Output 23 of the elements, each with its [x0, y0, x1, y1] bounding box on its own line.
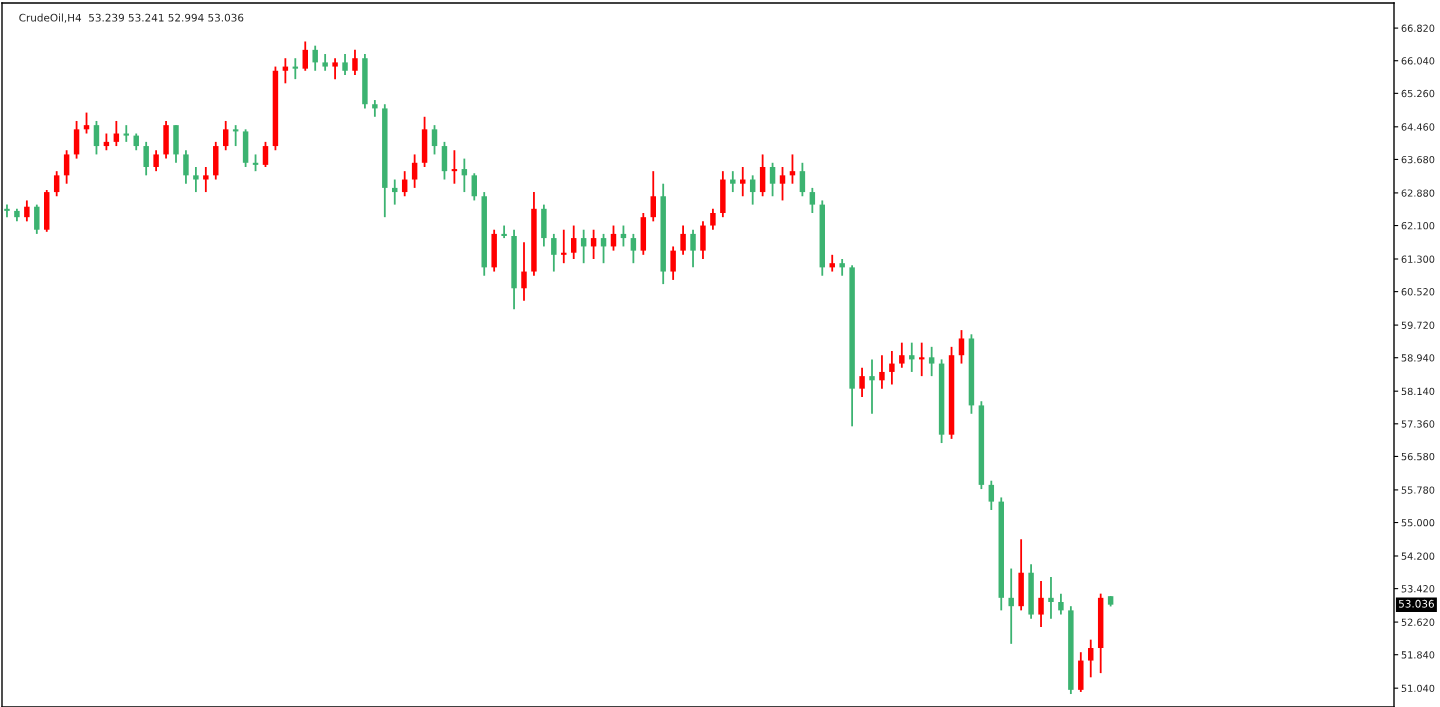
y-tick-label: 62.100	[1401, 222, 1435, 230]
y-tick-label: 61.300	[1401, 255, 1435, 263]
text: CrudeOil,H4 53.239 53.241 52.994 53.036	[19, 13, 244, 23]
y-tick-label: 66.820	[1401, 24, 1435, 32]
y-tick-label: 54.200	[1401, 552, 1435, 560]
annotation: 53.036	[1398, 599, 1434, 608]
y-tick-label: 51.840	[1401, 651, 1435, 659]
y-tick-label: 59.720	[1401, 321, 1435, 329]
y-tick-label: 53.420	[1401, 585, 1435, 593]
y-tick-label: 55.780	[1401, 486, 1435, 494]
y-tick-label: 55.000	[1401, 519, 1435, 527]
y-tick-label: 65.260	[1401, 89, 1435, 98]
y-tick-label: 52.620	[1401, 618, 1435, 626]
y-tick-label: 66.040	[1401, 57, 1435, 65]
y-tick-label: 63.680	[1401, 155, 1435, 164]
y-tick-label: 57.360	[1401, 420, 1435, 428]
y-tick-label: 51.040	[1401, 684, 1435, 693]
y-tick-label: 60.520	[1401, 288, 1435, 296]
y-tick-label: 58.140	[1401, 387, 1435, 396]
y-tick-label: 58.940	[1401, 354, 1435, 362]
y-tick-label: 62.880	[1401, 189, 1435, 197]
y-tick-label: 56.580	[1401, 452, 1435, 461]
y-tick-label: 64.460	[1401, 123, 1435, 131]
